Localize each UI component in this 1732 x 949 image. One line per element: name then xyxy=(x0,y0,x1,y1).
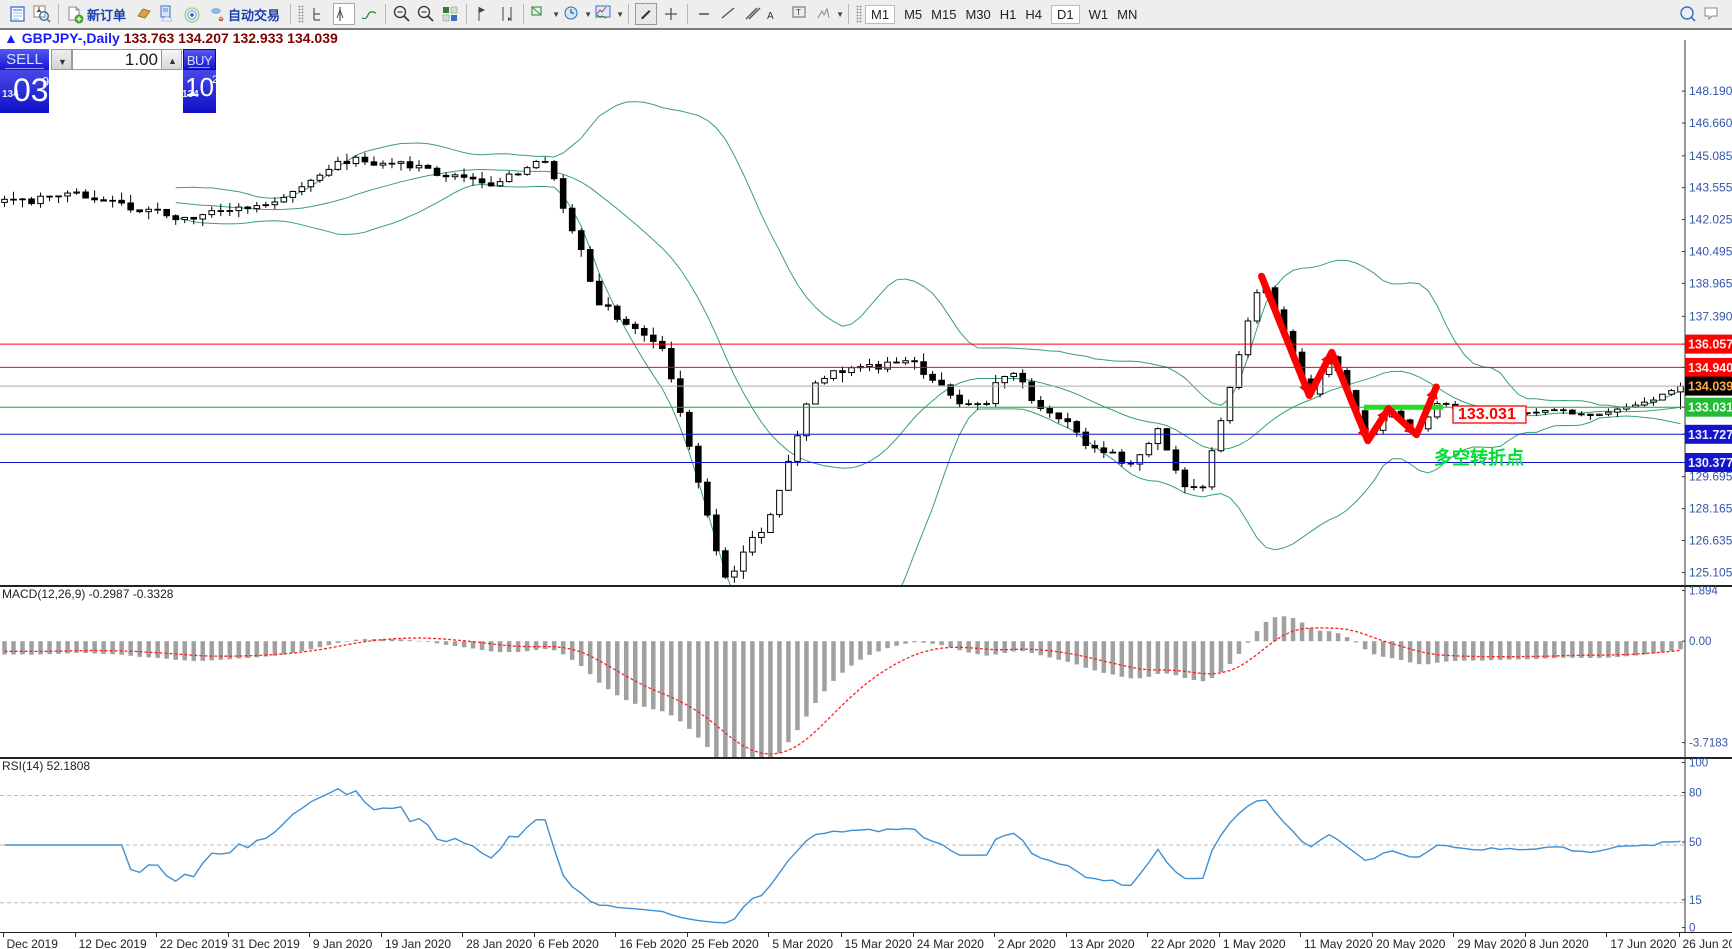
svg-text:0: 0 xyxy=(1689,923,1695,932)
svg-text:143.555: 143.555 xyxy=(1689,181,1732,195)
svg-text:100: 100 xyxy=(1689,758,1708,770)
svg-text:146.660: 146.660 xyxy=(1689,116,1732,130)
svg-text:148.190: 148.190 xyxy=(1689,84,1732,98)
svg-text:142.025: 142.025 xyxy=(1689,213,1732,227)
svg-text:0.00: 0.00 xyxy=(1689,636,1711,648)
svg-text:133.031: 133.031 xyxy=(1688,401,1732,415)
svg-text:134.940: 134.940 xyxy=(1688,361,1732,375)
svg-text:T: T xyxy=(796,8,801,17)
svg-text:138.965: 138.965 xyxy=(1689,276,1732,290)
svg-text:133.031: 133.031 xyxy=(1458,406,1516,423)
svg-text:80: 80 xyxy=(1689,788,1702,800)
svg-text:136.057: 136.057 xyxy=(1688,338,1732,352)
svg-text:15: 15 xyxy=(1689,895,1702,907)
svg-text:145.085: 145.085 xyxy=(1689,149,1732,163)
svg-text:128.165: 128.165 xyxy=(1689,502,1732,516)
svg-text:多空转折点: 多空转折点 xyxy=(1434,447,1524,468)
svg-text:126.635: 126.635 xyxy=(1689,534,1732,548)
svg-text:137.390: 137.390 xyxy=(1689,309,1732,323)
svg-text:A: A xyxy=(767,11,774,22)
svg-text:125.105: 125.105 xyxy=(1689,565,1732,579)
svg-text:-3.7183: -3.7183 xyxy=(1689,738,1728,750)
svg-text:1.894: 1.894 xyxy=(1689,586,1718,598)
svg-text:140.495: 140.495 xyxy=(1689,245,1732,259)
svg-text:130.377: 130.377 xyxy=(1688,456,1732,470)
svg-text:131.727: 131.727 xyxy=(1688,428,1732,442)
svg-text:50: 50 xyxy=(1689,837,1702,849)
svg-text:134.039: 134.039 xyxy=(1688,380,1732,394)
